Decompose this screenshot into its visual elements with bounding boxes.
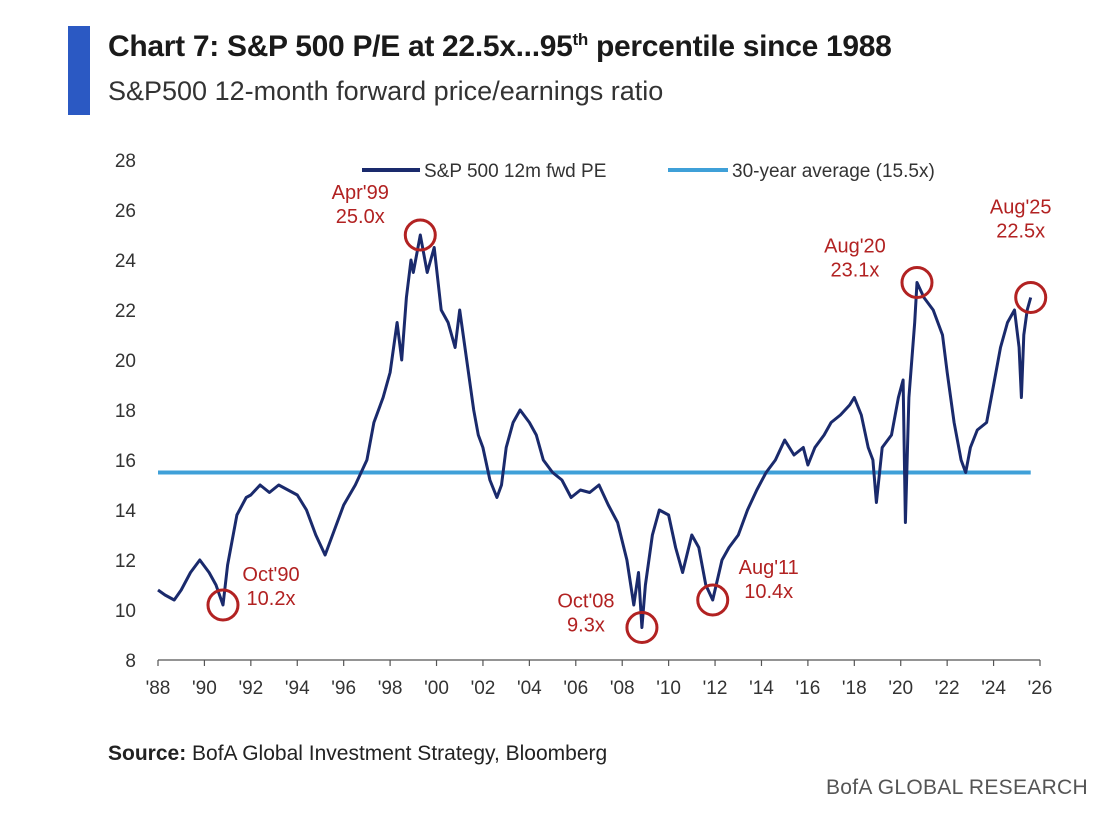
annotation-value-label: 9.3x [567,615,605,637]
pe-series-line [157,233,1033,629]
annotation-date-label: Aug'20 [824,236,886,258]
x-tick-label: '90 [192,678,217,699]
x-tick-label: '22 [935,678,960,699]
x-tick-label: '88 [146,678,171,699]
annotation-circle [1014,281,1048,314]
x-tick-label: '10 [656,678,681,699]
y-tick-label: 20 [115,351,136,372]
x-tick-label: '94 [285,678,310,699]
y-tick-label: 22 [115,301,136,322]
chart-subtitle: S&P500 12-month forward price/earnings r… [108,76,664,106]
annotation-date-label: Apr'99 [332,182,389,204]
y-tick-label: 16 [115,451,136,472]
x-tick-label: '20 [888,678,913,699]
x-tick-label: '08 [610,678,635,699]
annotation-circle [696,583,730,617]
brand-label: BofA GLOBAL RESEARCH [826,776,1088,799]
annotation-value-label: 22.5x [996,221,1045,243]
x-tick-label: '92 [238,678,263,699]
y-tick-label: 10 [115,601,136,622]
legend-label-pe: S&P 500 12m fwd PE [424,161,606,182]
x-tick-label: '96 [331,678,356,699]
annotation-circle [403,218,437,252]
chart-title: Chart 7: S&P 500 P/E at 22.5x...95th per… [108,30,892,63]
x-tick-label: '18 [842,678,867,699]
y-tick-label: 28 [115,151,136,172]
x-tick-label: '14 [749,678,774,699]
y-tick-label: 14 [115,501,137,522]
annotation-date-label: Oct'90 [242,564,299,586]
y-tick-label: 18 [115,401,136,422]
x-tick-label: '02 [471,678,496,699]
annotation-date-label: Aug'11 [739,557,799,579]
x-tick-label: '00 [424,678,449,699]
legend-label-average: 30-year average (15.5x) [732,161,935,182]
y-tick-label: 26 [115,201,136,222]
annotation-date-label: Oct'08 [557,591,614,613]
annotation-circle [206,588,240,622]
annotation-value-label: 25.0x [336,206,385,228]
x-tick-label: '12 [703,678,728,699]
title-superscript: th [572,30,589,49]
y-tick-label: 24 [115,251,137,272]
title-accent-bar [68,26,90,115]
y-tick-label: 12 [115,551,136,572]
x-tick-label: '16 [796,678,821,699]
y-tick-label: 8 [125,651,136,672]
annotation-circle [625,611,659,644]
annotation-circle [900,266,934,299]
x-tick-label: '98 [378,678,403,699]
annotation-date-label: Aug'25 [990,197,1052,219]
annotation-value-label: 10.4x [744,581,793,603]
source-note: Source: BofA Global Investment Strategy,… [108,742,608,765]
x-tick-label: '24 [981,678,1006,699]
x-tick-label: '04 [517,678,542,699]
annotation-value-label: 23.1x [831,260,880,282]
x-tick-label: '06 [563,678,588,699]
annotation-value-label: 10.2x [247,588,296,610]
x-tick-label: '26 [1028,678,1053,699]
